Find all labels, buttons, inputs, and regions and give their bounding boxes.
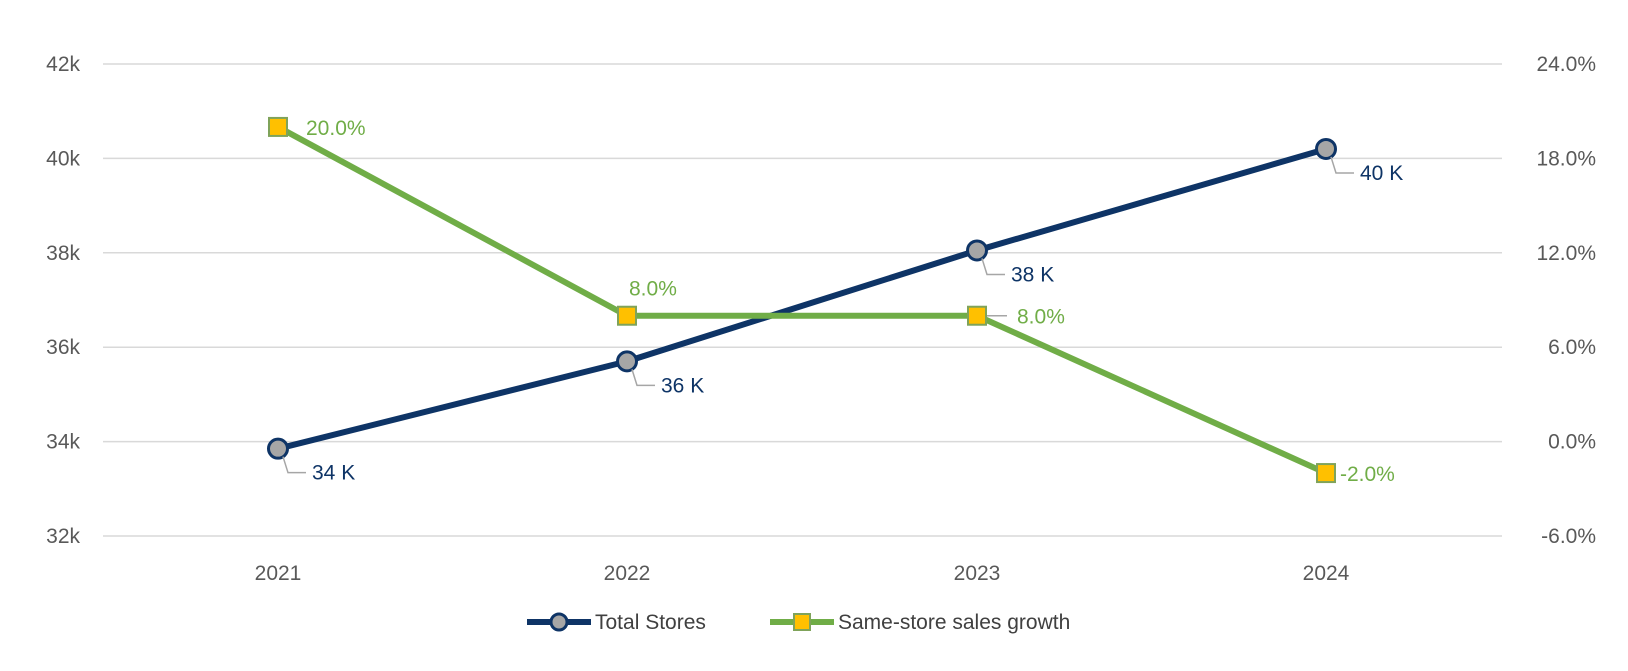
series-line (276, 124, 1328, 476)
left-tick-label: 34k (46, 431, 80, 454)
left-tick-label: 38k (46, 242, 80, 265)
series-layer: 34 K 36 K 38 K 40 K 20.0% 8.0% 8.0% -2.0% (267, 116, 1403, 486)
x-tick-label: 2022 (604, 562, 651, 585)
right-tick-label: -6.0% (1541, 525, 1596, 548)
data-label: 40 K (1360, 162, 1403, 185)
data-point (966, 239, 988, 262)
legend-label-same-store-growth: Same-store sales growth (838, 611, 1070, 634)
x-tick-label: 2021 (255, 562, 302, 585)
right-axis-ticks: -6.0% 0.0% 6.0% 12.0% 18.0% 24.0% (1536, 53, 1596, 548)
left-tick-label: 40k (46, 147, 80, 170)
legend-label-total-stores: Total Stores (595, 611, 706, 634)
data-label: 20.0% (306, 117, 366, 140)
right-tick-label: 0.0% (1548, 431, 1596, 454)
left-tick-label: 36k (46, 336, 80, 359)
legend: Total Stores Same-store sales growth (527, 611, 1070, 634)
label-leader (1330, 156, 1354, 174)
data-label: 34 K (312, 462, 355, 485)
left-tick-label: 42k (46, 53, 80, 76)
data-point (1316, 463, 1336, 484)
label-leader (631, 369, 655, 387)
right-tick-label: 6.0% (1548, 336, 1596, 359)
series-line (277, 146, 1327, 452)
right-tick-label: 18.0% (1536, 147, 1596, 170)
data-point (616, 350, 638, 373)
x-tick-label: 2024 (1303, 562, 1350, 585)
data-label: -2.0% (1340, 463, 1395, 486)
data-label: 8.0% (629, 278, 677, 301)
right-tick-label: 12.0% (1536, 242, 1596, 265)
label-leader (282, 456, 306, 474)
right-tick-label: 24.0% (1536, 53, 1596, 76)
series-total-stores: 34 K 36 K 38 K 40 K (267, 137, 1403, 485)
data-label: 38 K (1011, 263, 1054, 286)
data-label: 36 K (661, 374, 704, 397)
left-axis-ticks: 32k 34k 36k 38k 40k 42k (46, 53, 80, 548)
data-point (268, 116, 288, 137)
legend-marker-total-stores (549, 612, 569, 632)
x-axis-ticks: 2021 2022 2023 2024 (255, 562, 1350, 585)
legend-marker-same-store-growth (793, 613, 811, 631)
label-leader (981, 258, 1005, 276)
left-tick-label: 32k (46, 525, 80, 548)
data-point (967, 305, 987, 326)
x-tick-label: 2023 (954, 562, 1001, 585)
data-point (1315, 137, 1337, 160)
data-point (617, 305, 637, 326)
data-label: 8.0% (1017, 306, 1065, 329)
series-same-store-growth: 20.0% 8.0% 8.0% -2.0% (268, 116, 1395, 486)
data-point (267, 437, 289, 460)
